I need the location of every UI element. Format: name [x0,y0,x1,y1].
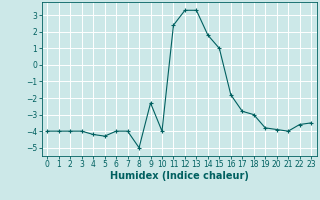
X-axis label: Humidex (Indice chaleur): Humidex (Indice chaleur) [110,171,249,181]
